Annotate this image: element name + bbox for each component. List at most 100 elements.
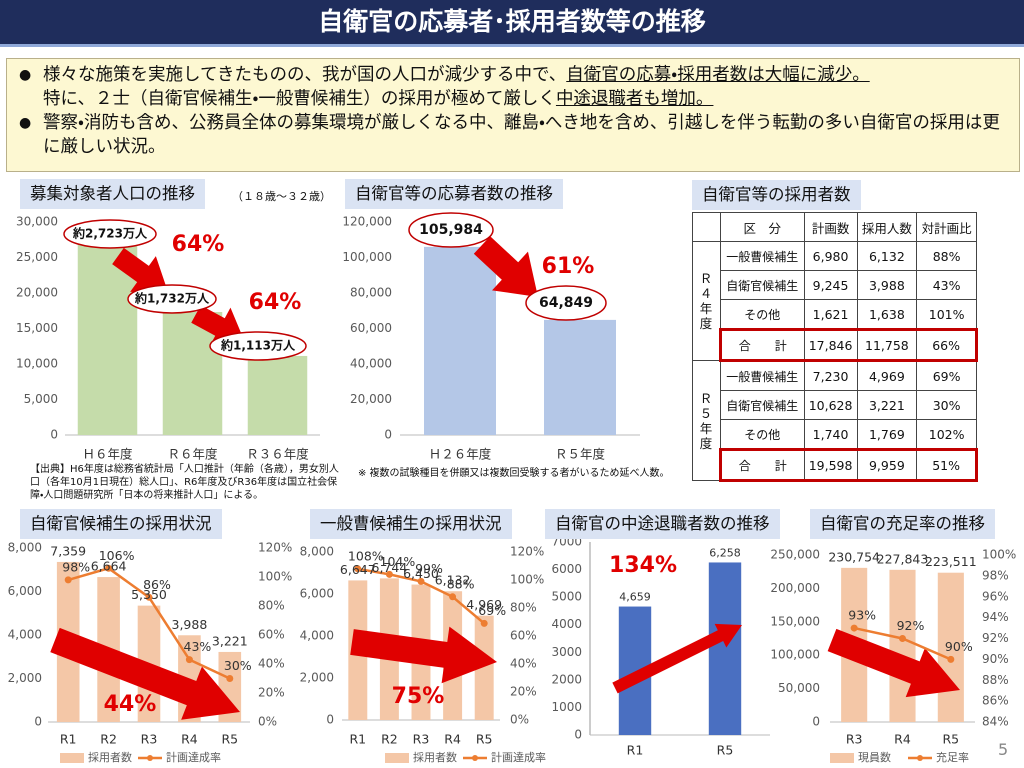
x-tick-label: R4 (894, 732, 911, 747)
value-label: 4,659 (619, 591, 651, 604)
legend-swatch (385, 753, 409, 763)
y2-tick-label: 86% (982, 694, 1009, 708)
bar (424, 246, 496, 435)
source-note: ※ 複数の試験種目を併願又は複数回受験する者がいるため延べ人数。 (358, 468, 670, 479)
y-tick-label: 6,000 (300, 587, 334, 601)
value-label: 6,664 (91, 559, 127, 574)
y2-tick-label: 0% (258, 715, 277, 729)
y-tick-label: 6,000 (8, 584, 42, 598)
y-tick-label: 6000 (551, 562, 582, 576)
y2-tick-label: 100% (982, 548, 1016, 562)
table-cell: 一般曹候補生 (720, 360, 805, 391)
table-cell: その他 (720, 299, 805, 330)
x-tick-label: R5 (717, 743, 734, 758)
x-tick-label: R4 (181, 732, 198, 747)
value-label: 6,132 (435, 573, 471, 588)
table-cell: 43% (916, 270, 977, 300)
y-tick-label: 2,000 (8, 671, 42, 685)
y2-tick-label: 80% (258, 599, 285, 613)
bullet-text: 中途退職者も増加。 (555, 89, 714, 109)
trend-arrow (112, 247, 168, 292)
line-marker (64, 576, 72, 584)
table-cell: 自衛官候補生 (720, 270, 805, 300)
value-label: 7,359 (50, 543, 86, 558)
y2-tick-label: 120% (510, 545, 544, 559)
table-row: 合 計 19,598 9,959 51% (693, 448, 978, 482)
table-cell: 69% (916, 360, 977, 391)
annotation: 44% (104, 692, 157, 717)
y-tick-label: 20,000 (350, 392, 392, 406)
x-tick-label: Ｈ２６年度 (429, 447, 492, 462)
y2-tick-label: 40% (258, 657, 285, 671)
table-cell: 採用人数 (856, 212, 918, 242)
table-cell: 7,230 (803, 360, 858, 391)
y-tick-label: 50,000 (778, 681, 820, 695)
value-label: 227,843 (877, 551, 929, 566)
bar (544, 319, 616, 435)
value-label: 3,988 (172, 617, 208, 632)
value-label: 86% (143, 577, 171, 592)
line-marker (480, 619, 488, 627)
y-tick-label: 1000 (551, 700, 582, 714)
y-tick-label: 0 (384, 428, 392, 442)
bar (889, 569, 916, 722)
y2-tick-label: 100% (510, 573, 544, 587)
annotation: 64% (172, 232, 225, 257)
y-tick-label: 40,000 (350, 357, 392, 371)
bar (474, 615, 494, 720)
table-cell: 1,621 (803, 299, 858, 330)
x-tick-label: R5 (476, 732, 493, 747)
table-cell: 3,221 (856, 390, 918, 420)
table-cell: 66% (916, 328, 978, 362)
legend-label: 計画達成率 (491, 750, 546, 764)
y-tick-label: 0 (326, 713, 334, 727)
table-cell: 1,740 (803, 419, 858, 450)
x-tick-label: Ｒ６年度 (167, 447, 217, 462)
value-label: 90% (945, 639, 973, 654)
y-tick-label: 0 (34, 715, 42, 729)
y2-tick-label: 98% (982, 568, 1009, 582)
value-label: 6,647 (340, 562, 376, 577)
x-tick-label: R1 (60, 732, 77, 747)
table-row: Ｒ５年度 一般曹候補生 7,230 4,969 69% (692, 360, 977, 481)
x-tick-label: R1 (627, 743, 644, 758)
table-row: 自衛官候補生 9,245 3,988 43% (693, 270, 977, 300)
value-label: 104% (380, 554, 416, 569)
legend-swatch (472, 755, 478, 761)
line-marker (354, 565, 362, 573)
table-cell: 計画数 (803, 212, 858, 242)
bullet-text: 特に、２士（自衛官候補生・一般曹候補生）の採用が極めて厳しく (43, 89, 556, 109)
value-label: 88% (447, 576, 475, 591)
annotation: 75% (392, 684, 445, 709)
chart-title: 自衛官候補生の採用状況 (20, 509, 222, 539)
x-tick-label: Ｈ６年度 (82, 447, 132, 462)
y2-tick-label: 120% (258, 541, 292, 555)
y-tick-label: 100,000 (342, 250, 392, 264)
summary-box: 様々な施策を実施してきたものの、我が国の人口が減少する中で、自衛官の応募・採用者… (6, 58, 1020, 172)
bar (247, 355, 308, 435)
value-label: 105,984 (419, 222, 483, 238)
y-tick-label: 10,000 (16, 357, 58, 371)
value-label: 43% (184, 639, 212, 654)
value-label: 92% (897, 618, 925, 633)
x-tick-label: Ｒ５年度 (555, 447, 605, 462)
table-cell: その他 (720, 419, 805, 450)
y2-tick-label: 60% (258, 628, 285, 642)
table-row: Ｒ４年度 一般曹候補生 6,980 6,132 88% (692, 241, 977, 361)
y-tick-label: 3000 (551, 645, 582, 659)
table-cell: 11,758 (856, 328, 918, 362)
value-label: 6,258 (709, 546, 741, 559)
y-tick-label: 4000 (551, 617, 582, 631)
trend-arrow (350, 626, 497, 684)
y2-tick-label: 88% (982, 673, 1009, 687)
label-circle (63, 219, 157, 249)
legend-swatch (917, 755, 923, 761)
y-tick-label: 8,000 (300, 545, 334, 559)
chart-title: 自衛官の中途退職者数の推移 (545, 509, 780, 539)
y-tick-label: 100,000 (770, 648, 820, 662)
label-circle (209, 331, 307, 361)
line-marker (417, 577, 425, 585)
table-cell (692, 212, 721, 242)
y-tick-label: 15,000 (16, 321, 58, 335)
